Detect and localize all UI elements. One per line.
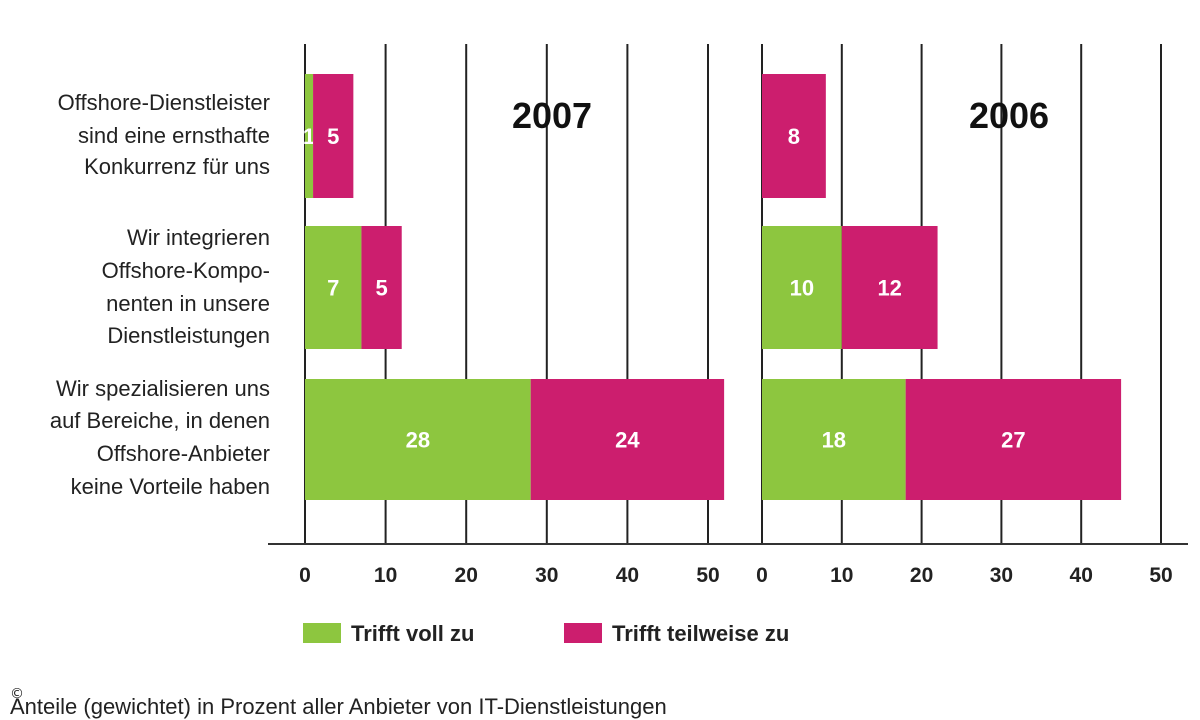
x-tick-label: 0 (756, 564, 768, 587)
bar-segment (905, 379, 1122, 500)
x-tick-label: 10 (830, 564, 853, 587)
category-label: Offshore-Dienstleister (58, 90, 270, 115)
x-tick-label: 50 (696, 564, 719, 587)
x-tick-label: 20 (910, 564, 933, 587)
data-label: 5 (327, 124, 339, 149)
bar-segment (762, 226, 842, 349)
footnote: Anteile (gewichtet) in Prozent aller Anb… (10, 694, 667, 719)
data-label: 10 (790, 276, 814, 301)
bar-segment (530, 379, 725, 500)
data-label: 12 (877, 276, 901, 301)
category-label: nenten in unsere (106, 291, 270, 316)
copyright-symbol: © (10, 686, 24, 702)
data-label: 27 (1001, 428, 1025, 453)
bar-segment (762, 74, 826, 198)
legend-swatch (564, 623, 602, 643)
data-label: 28 (406, 428, 430, 453)
bar-segment (305, 226, 362, 349)
bar-segment (305, 379, 531, 500)
category-label: Offshore-Kompo- (102, 258, 270, 283)
panel-title-2007: 2007 (512, 95, 592, 136)
panel-2006: 0 10 20 30 40 50 8 10 12 18 27 2006 (756, 44, 1173, 587)
legend-swatch (303, 623, 341, 643)
data-label: 5 (375, 276, 387, 301)
data-label: 7 (327, 276, 339, 301)
category-label: Wir spezialisieren uns (56, 376, 270, 401)
bar-segment (762, 379, 906, 500)
panel-title-2006: 2006 (969, 95, 1049, 136)
data-label: 24 (615, 428, 640, 453)
data-label: 8 (788, 124, 800, 149)
category-label: Dienstleistungen (107, 323, 270, 348)
category-labels: Offshore-Dienstleister sind eine ernsthaf… (50, 90, 270, 499)
category-label: sind eine ernsthafte (78, 123, 270, 148)
x-tick-label: 40 (1070, 564, 1093, 587)
category-label: Offshore-Anbieter (97, 441, 270, 466)
category-label: Konkurrenz für uns (84, 154, 270, 179)
bar-segment (313, 74, 354, 198)
legend-label: Trifft teilweise zu (612, 621, 789, 646)
bar-segment (305, 74, 314, 198)
category-label: auf Bereiche, in denen (50, 408, 270, 433)
x-tick-label: 0 (299, 564, 311, 587)
x-tick-label: 50 (1149, 564, 1172, 587)
data-label: 1 (303, 124, 315, 149)
category-label: Wir integrieren (127, 225, 270, 250)
bar-segment (841, 226, 938, 349)
category-label: keine Vorteile haben (71, 474, 270, 499)
x-tick-label: 30 (535, 564, 558, 587)
x-tick-label: 40 (616, 564, 639, 587)
legend-label: Trifft voll zu (351, 621, 474, 646)
bar-segment (361, 226, 402, 349)
x-tick-label: 30 (990, 564, 1013, 587)
x-tick-label: 10 (374, 564, 397, 587)
legend: Trifft voll zu Trifft teilweise zu (303, 621, 789, 646)
x-tick-label: 20 (455, 564, 478, 587)
data-label: 18 (822, 428, 846, 453)
